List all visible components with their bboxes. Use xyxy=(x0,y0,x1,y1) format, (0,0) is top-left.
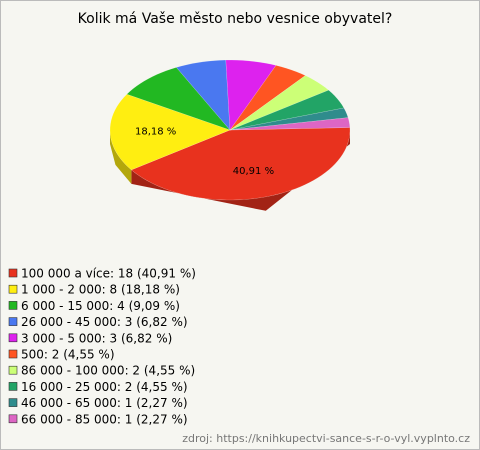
pie-slice xyxy=(229,75,330,131)
legend-label: 6 000 - 15 000: 4 (9,09 %) xyxy=(21,299,180,313)
pie-slice xyxy=(229,65,306,131)
pie-slice-side xyxy=(110,130,132,184)
legend-swatch xyxy=(8,398,18,407)
legend-swatch xyxy=(8,284,18,294)
legend-label: 86 000 - 100 000: 2 (4,55 %) xyxy=(21,364,195,378)
pie-slice xyxy=(229,89,345,131)
legend-label: 1 000 - 2 000: 8 (18,18 %) xyxy=(21,283,180,297)
legend-swatch xyxy=(8,317,18,326)
legend-label: 100 000 a více: 18 (40,91 %) xyxy=(21,267,196,281)
legend-label: 46 000 - 65 000: 1 (2,27 %) xyxy=(21,396,188,410)
source-note: zdroj: https://knihkupectvi-sance-s-r-o-… xyxy=(182,432,470,445)
data-label: 18,18 % xyxy=(135,127,176,138)
pie-slice xyxy=(229,117,351,131)
legend-label: 26 000 - 45 000: 3 (6,82 %) xyxy=(21,315,188,329)
legend-swatch xyxy=(8,365,18,375)
pie-slice xyxy=(130,127,351,201)
legend-swatch xyxy=(8,414,18,424)
legend-label: 500: 2 (4,55 %) xyxy=(21,348,115,362)
chart-title: Kolik má Vaše město nebo vesnice obyvate… xyxy=(78,11,393,27)
legend-label: 66 000 - 85 000: 1 (2,27 %) xyxy=(21,412,188,426)
legend-swatch xyxy=(8,333,18,343)
legend-label: 3 000 - 5 000: 3 (6,82 %) xyxy=(21,331,172,345)
data-label: 40,91 % xyxy=(233,166,274,177)
pie-slice xyxy=(126,67,231,131)
legend-swatch xyxy=(8,301,18,310)
pie-slice xyxy=(225,59,277,131)
legend-swatch xyxy=(8,349,18,359)
pie-slice xyxy=(175,59,231,131)
legend-swatch xyxy=(8,268,18,278)
pie-slice xyxy=(109,93,231,171)
legend-swatch xyxy=(8,382,18,391)
legend-label: 16 000 - 25 000: 2 (4,55 %) xyxy=(21,380,188,394)
